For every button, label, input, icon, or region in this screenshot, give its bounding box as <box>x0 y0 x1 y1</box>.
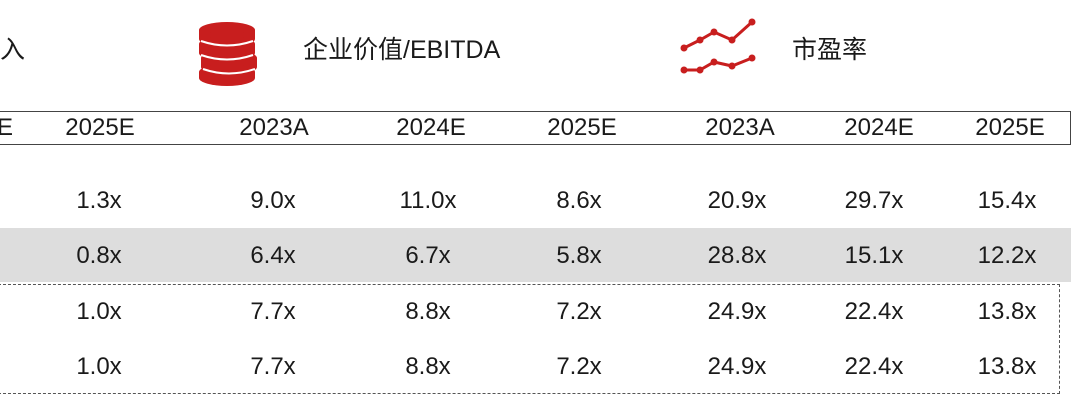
table-cell: 24.9x <box>707 298 767 325</box>
year-cell: 2023A <box>239 114 309 141</box>
table-cell: 1.3x <box>76 187 122 214</box>
pe-ratio-header: 市盈率 <box>792 36 868 64</box>
table-cell: 22.4x <box>844 353 904 380</box>
dashed-group-box <box>0 284 1060 394</box>
table-cell: 1.0x <box>76 353 122 380</box>
table-cell: 9.0x <box>250 187 296 214</box>
table-cell: 8.6x <box>556 187 602 214</box>
highlight-band <box>0 228 1071 282</box>
table-cell: 11.0x <box>399 187 457 214</box>
table-cell: 7.2x <box>556 353 602 380</box>
year-header-row: E 2025E 2023A 2024E 2025E 2023A 2024E 20… <box>0 111 1071 145</box>
table-cell: 8.8x <box>405 353 451 380</box>
table-cell: 20.9x <box>707 187 767 214</box>
table-cell: 7.7x <box>250 298 296 325</box>
line-trend-icon <box>680 18 756 74</box>
table-cell: 1.0x <box>76 298 122 325</box>
revenue-header-fragment: 入 <box>0 36 26 64</box>
year-cell: 2025E <box>65 114 135 141</box>
table-cell: 29.7x <box>844 187 904 214</box>
table-cell: 24.9x <box>707 353 767 380</box>
coin-stack-icon <box>199 22 257 86</box>
table-cell: 12.2x <box>977 242 1037 269</box>
year-cell: E <box>0 114 14 141</box>
table-cell: 0.8x <box>76 242 122 269</box>
table-cell: 28.8x <box>707 242 767 269</box>
table-cell: 13.8x <box>977 353 1037 380</box>
year-cell: 2025E <box>975 114 1045 141</box>
table-cell: 15.4x <box>977 187 1037 214</box>
table-cell: 22.4x <box>844 298 904 325</box>
table-cell: 6.4x <box>250 242 296 269</box>
year-cell: 2023A <box>705 114 775 141</box>
table-cell: 5.8x <box>556 242 602 269</box>
table-cell: 15.1x <box>844 242 904 269</box>
table-cell: 7.7x <box>250 353 296 380</box>
table-cell: 13.8x <box>977 298 1037 325</box>
table-cell: 7.2x <box>556 298 602 325</box>
year-cell: 2024E <box>396 114 466 141</box>
year-cell: 2024E <box>844 114 914 141</box>
table-cell: 8.8x <box>405 298 451 325</box>
table-cell: 6.7x <box>405 242 451 269</box>
year-cell: 2025E <box>547 114 617 141</box>
ev-ebitda-header: 企业价值/EBITDA <box>303 36 501 64</box>
